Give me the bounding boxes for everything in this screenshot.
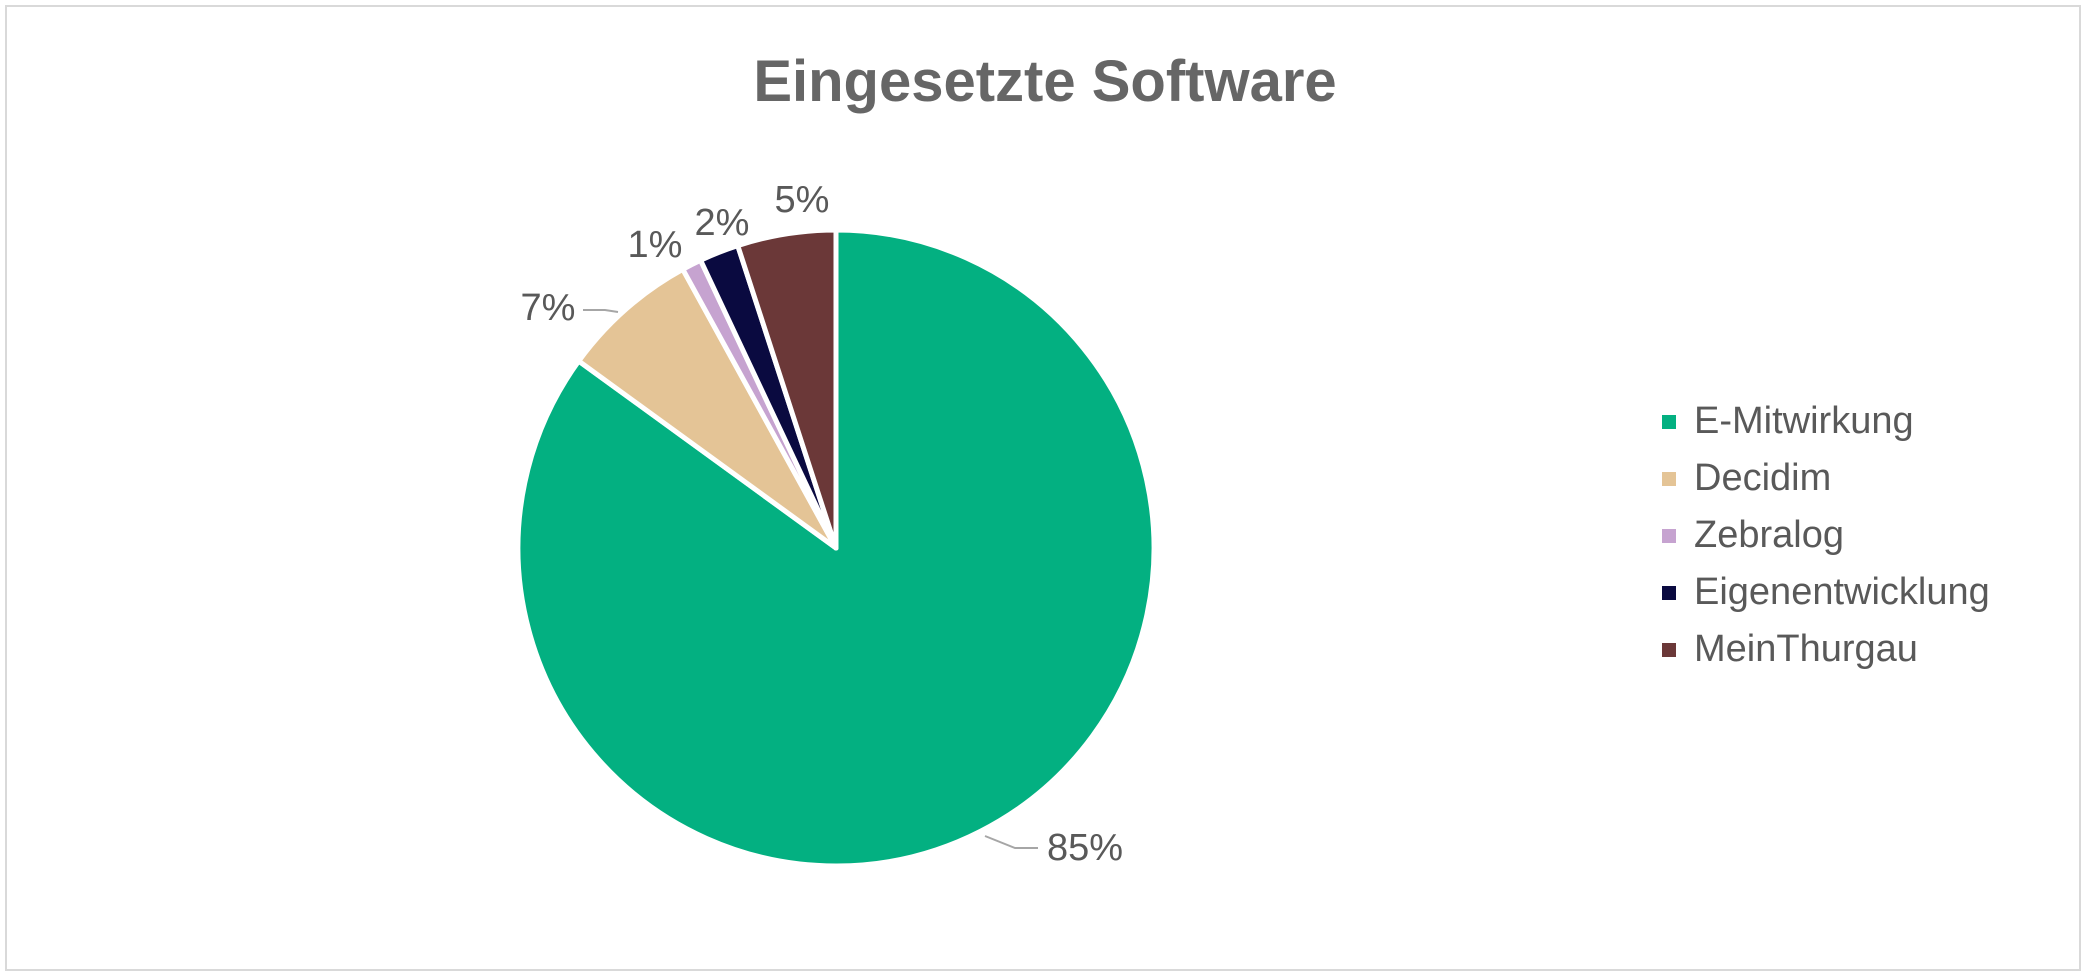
legend-swatch: [1662, 528, 1676, 543]
legend-swatch: [1662, 414, 1676, 429]
chart-title: Eingesetzte Software: [753, 49, 1337, 114]
leader-line: [583, 309, 619, 313]
legend-swatch: [1662, 585, 1676, 600]
legend-item: Zebralog: [1662, 507, 1990, 564]
data-label: 5%: [775, 179, 830, 221]
pie-slice-decidim: [576, 266, 839, 551]
legend-label: Zebralog: [1694, 514, 1844, 556]
legend-label: MeinThurgau: [1694, 628, 1918, 670]
data-label: 1%: [628, 224, 683, 266]
data-label: 85%: [1047, 827, 1123, 869]
legend-label: E-Mitwirkung: [1694, 400, 1914, 442]
data-label: 7%: [521, 287, 576, 329]
legend-item: E-Mitwirkung: [1662, 393, 1990, 450]
legend: E-Mitwirkung Decidim Zebralog Eigenentwi…: [1662, 393, 1990, 678]
legend-label: Decidim: [1694, 457, 1832, 499]
legend-item: Decidim: [1662, 450, 1990, 507]
legend-item: MeinThurgau: [1662, 621, 1990, 678]
leader-line: [984, 835, 1038, 849]
data-label: 2%: [695, 202, 750, 244]
pie-slice-meinthurgau: [735, 227, 839, 551]
legend-label: Eigenentwicklung: [1694, 571, 1990, 613]
legend-item: Eigenentwicklung: [1662, 564, 1990, 621]
legend-swatch: [1662, 642, 1676, 657]
legend-swatch: [1662, 471, 1676, 486]
